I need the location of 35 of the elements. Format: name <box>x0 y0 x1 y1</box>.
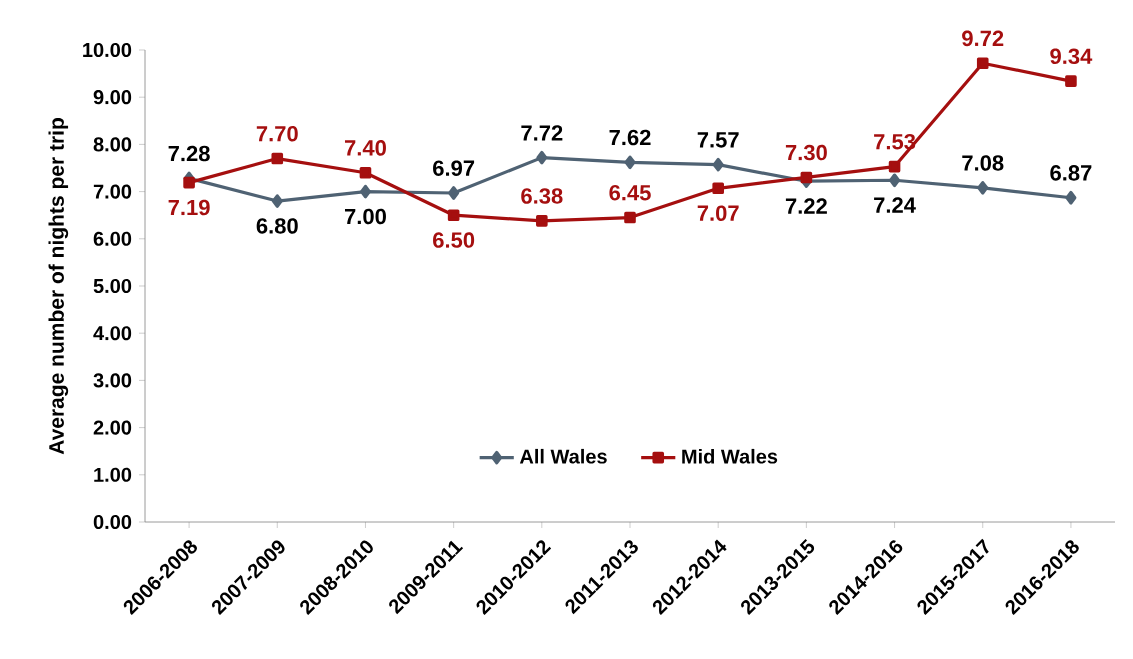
data-label: 7.28 <box>168 145 210 162</box>
y-tick-label: 0.00 <box>93 514 132 530</box>
data-label: 6.50 <box>433 232 475 248</box>
data-label: 7.08 <box>962 155 1004 171</box>
data-label: 6.38 <box>521 188 563 204</box>
legend-label: Mid Wales <box>682 448 778 464</box>
data-label: 7.19 <box>168 199 210 216</box>
data-label: 7.62 <box>609 129 651 146</box>
y-tick-label: 7.00 <box>93 184 132 199</box>
y-tick-label: 3.00 <box>93 373 132 388</box>
y-tick-label: 10.00 <box>83 42 132 58</box>
data-label: 7.72 <box>521 125 563 141</box>
data-label: 7.30 <box>785 144 827 161</box>
legend-label: All Wales <box>519 448 607 464</box>
data-label: 6.87 <box>1050 165 1092 181</box>
y-tick-label: 6.00 <box>93 231 132 246</box>
data-label: 7.00 <box>344 208 386 225</box>
y-tick-label: 9.00 <box>93 90 132 105</box>
data-label: 7.24 <box>874 197 916 213</box>
y-tick-label: 8.00 <box>93 137 132 152</box>
data-label: 6.80 <box>256 218 298 234</box>
data-label: 6.97 <box>433 160 475 176</box>
y-axis-title: Average number of nights per trip <box>48 118 69 455</box>
data-label: 7.57 <box>697 132 739 148</box>
data-label: 7.07 <box>697 205 739 221</box>
y-tick-label: 4.00 <box>93 326 132 341</box>
data-label: 9.34 <box>1050 48 1093 65</box>
data-label: 9.72 <box>962 30 1004 47</box>
data-label: 7.40 <box>344 140 386 156</box>
data-label: 7.22 <box>785 198 827 214</box>
y-tick-label: 2.00 <box>93 420 132 435</box>
y-tick-label: 1.00 <box>94 467 132 482</box>
data-label: 7.70 <box>256 125 298 142</box>
data-label: 6.45 <box>609 184 651 201</box>
y-tick-label: 5.00 <box>93 278 132 294</box>
